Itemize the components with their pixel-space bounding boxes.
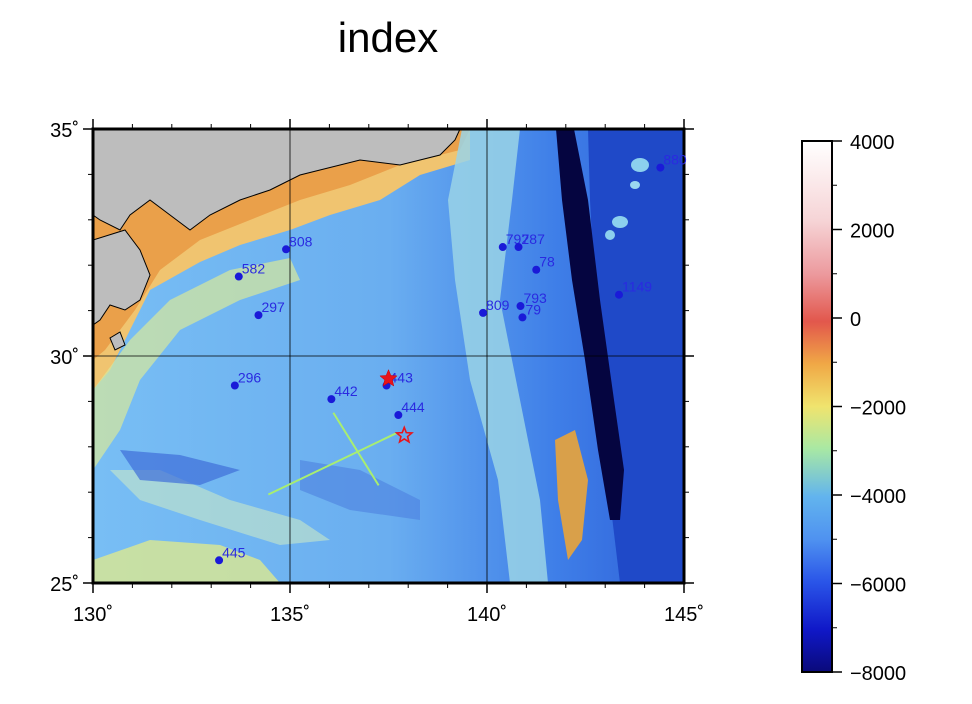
profile-line	[267, 432, 397, 496]
station-label: 809	[486, 297, 510, 313]
station-label: 880	[663, 152, 687, 168]
colorbar: 4000 2000 0 −2000 −4000 −6000 −8000	[801, 132, 906, 685]
station-label: 444	[401, 399, 425, 415]
lon-tick-label: 135˚	[270, 604, 310, 626]
station-label: 445	[222, 544, 246, 560]
colorbar-tick-label: −2000	[850, 398, 906, 420]
map-ticks: 130˚ 135˚ 140˚ 145˚ 25˚ 30˚ 35˚	[50, 119, 704, 626]
station-marker	[327, 395, 336, 404]
basin-patch-2	[300, 460, 420, 520]
station-label: 296	[238, 370, 262, 386]
map-title: index	[337, 14, 439, 61]
station-marker	[514, 243, 523, 252]
station-label: 1149	[622, 279, 652, 295]
basin-patch	[120, 450, 240, 485]
trench	[556, 129, 624, 520]
profile-line	[332, 412, 380, 486]
seamount	[630, 181, 640, 189]
station-marker	[614, 290, 623, 299]
events-layer	[379, 369, 414, 444]
lat-tick-label: 25˚	[50, 574, 79, 596]
map-panel: 130˚ 135˚ 140˚ 145˚ 25˚ 30˚ 35˚ 808 582 297 296 44…	[50, 119, 704, 626]
station-marker	[516, 302, 525, 311]
station-marker	[498, 243, 507, 252]
station-label: 443	[390, 370, 414, 386]
seamount	[612, 216, 628, 228]
station-marker	[230, 381, 239, 390]
colorbar-tick-label: 2000	[850, 221, 895, 243]
southern-swell	[93, 540, 280, 583]
seamount	[631, 158, 649, 172]
seamount	[605, 230, 615, 240]
station-label: 442	[334, 383, 358, 399]
event-star-outline	[394, 425, 414, 444]
ridge-band	[93, 258, 300, 470]
ogasawara-plateau	[555, 430, 588, 560]
station-label: 793	[523, 290, 547, 306]
colorbar-tick-label: 0	[850, 309, 861, 331]
station-label: 808	[289, 233, 313, 249]
colorbar-tick-label: −4000	[850, 486, 906, 508]
station-label: 792	[506, 231, 530, 247]
station-marker	[518, 313, 527, 322]
colorbar-scale	[801, 140, 833, 673]
station-marker	[282, 245, 291, 254]
station-label: 582	[242, 261, 266, 277]
lat-tick-label: 30˚	[50, 347, 79, 369]
station-marker	[532, 265, 541, 274]
profile-lines	[267, 412, 397, 496]
southern-ridge	[110, 470, 330, 545]
colorbar-tick-label: 4000	[850, 132, 895, 154]
station-marker	[215, 556, 224, 565]
station-marker	[234, 272, 243, 281]
station-label: 787	[522, 231, 546, 247]
lon-tick-label: 130˚	[73, 604, 113, 626]
colorbar-ticks: 4000 2000 0 −2000 −4000 −6000 −8000	[832, 132, 906, 685]
land-kyushu	[93, 229, 151, 326]
colorbar-tick-label: −6000	[850, 575, 906, 597]
event-star-filled	[379, 369, 398, 387]
station-marker	[656, 163, 665, 172]
station-label: 78	[539, 254, 555, 270]
graticule	[93, 129, 684, 583]
land-island	[109, 331, 126, 351]
land-honshu-shikoku	[93, 129, 461, 231]
colorbar-tick-label: −8000	[850, 663, 906, 685]
station-label: 79	[525, 301, 541, 317]
station-marker	[479, 308, 488, 317]
lon-tick-label: 140˚	[467, 604, 507, 626]
lat-tick-label: 35˚	[50, 120, 79, 142]
station-marker	[254, 311, 263, 320]
lon-tick-label: 145˚	[664, 604, 704, 626]
station-label: 297	[261, 299, 285, 315]
station-marker	[394, 411, 403, 420]
